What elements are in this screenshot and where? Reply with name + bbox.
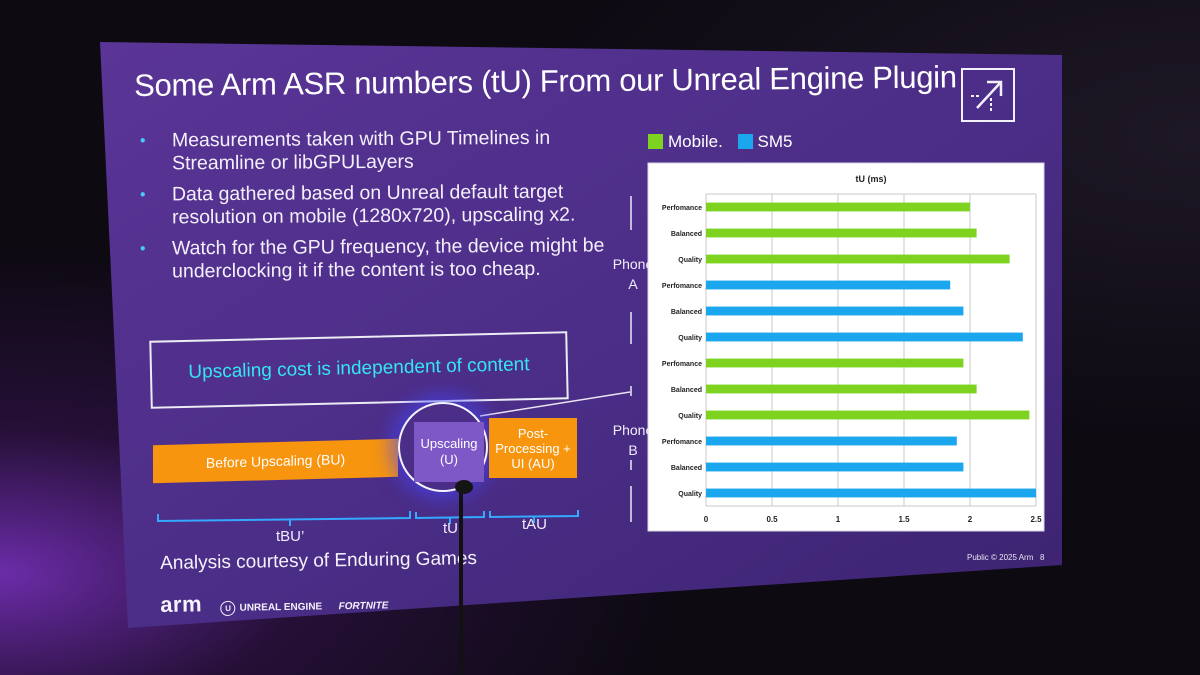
bar <box>706 488 1036 498</box>
bar <box>706 202 970 212</box>
group-label-phone-a: Phone A <box>612 256 654 292</box>
bar <box>706 462 964 472</box>
x-tick-label: 0 <box>704 515 709 524</box>
brace-au <box>489 510 579 523</box>
page-number: 8 <box>1040 553 1045 562</box>
arm-corner-logo <box>961 68 1015 122</box>
brace-u <box>415 511 485 524</box>
slide-footer: Public © 2025 Arm 8 <box>967 553 1045 562</box>
category-label: Balanced <box>671 309 702 316</box>
brace-bu <box>157 511 411 526</box>
chart-title: tU (ms) <box>856 174 887 184</box>
bar <box>706 332 1023 342</box>
category-label: Perfomance <box>662 439 702 446</box>
stage-post-processing: Post-Processing + UI (AU) <box>489 418 577 478</box>
category-label: Perfomance <box>662 205 702 212</box>
label-tau: tAU <box>522 516 548 533</box>
category-label: Quality <box>678 335 702 342</box>
category-label: Perfomance <box>662 283 702 290</box>
group-label-phone-b: Phone B <box>612 422 654 458</box>
chart-legend: Mobile. SM5 <box>648 132 803 152</box>
label-tu: tU <box>443 520 458 537</box>
legend-swatch <box>737 134 753 149</box>
bar <box>706 228 977 238</box>
category-label: Perfomance <box>662 361 702 368</box>
category-label: Balanced <box>671 465 702 472</box>
label-tbu: tBU’ <box>276 528 305 545</box>
category-label: Quality <box>678 413 702 420</box>
bar <box>706 410 1030 420</box>
corner-logo-icon <box>971 80 1003 112</box>
x-tick-label: 0.5 <box>766 515 778 524</box>
category-label: Balanced <box>671 387 702 394</box>
category-label: Balanced <box>671 231 702 238</box>
upscaling-highlight-ring <box>398 402 488 492</box>
bar <box>706 436 957 446</box>
bar <box>706 254 1010 264</box>
bar <box>706 358 964 368</box>
x-tick-label: 1 <box>836 515 841 524</box>
legend-item-sm5: SM5 <box>737 132 793 151</box>
stage-upscaling: Upscaling (U) <box>414 422 484 482</box>
bar <box>706 280 951 290</box>
x-tick-label: 1.5 <box>898 515 910 524</box>
bar <box>706 306 964 316</box>
x-tick-label: 2 <box>968 515 973 524</box>
x-tick-label: 2.5 <box>1030 515 1042 524</box>
legend-item-mobile: Mobile. <box>648 132 723 151</box>
legend-swatch <box>648 134 663 149</box>
bar <box>706 384 977 394</box>
category-label: Quality <box>678 257 702 264</box>
category-label: Quality <box>678 491 702 498</box>
